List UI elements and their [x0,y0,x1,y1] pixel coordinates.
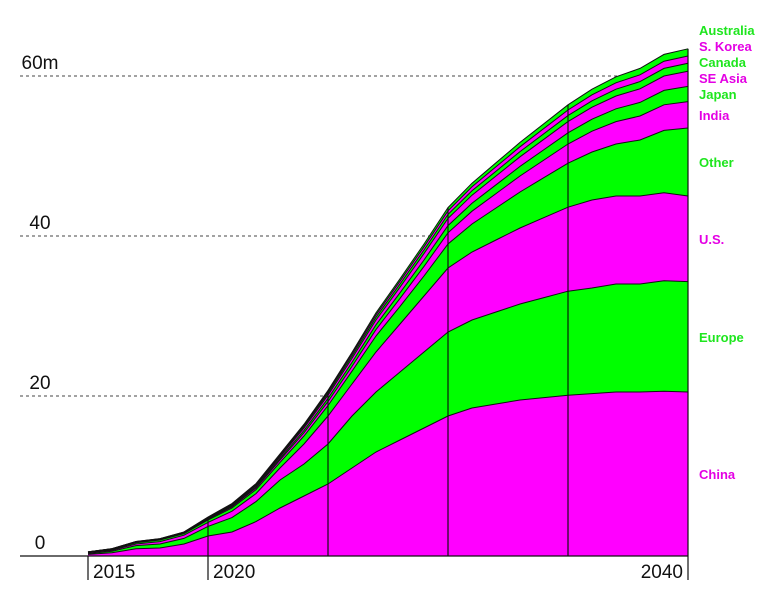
series-label-europe: Europe [699,330,744,345]
series-label-china: China [699,467,736,482]
x-tick-label: 2020 [213,562,255,583]
boundary-australia [87,48,689,553]
series-label-other: Other [699,155,734,170]
area-europe [88,280,688,555]
area-u-s [88,192,688,554]
series-label-se-asia: SE Asia [699,71,748,86]
series-label-india: India [699,108,730,123]
area-other [88,128,688,553]
y-tick-labels: 0 20 40 60m [22,53,59,554]
x-axis [20,555,689,580]
area-china [88,391,688,556]
boundary-europe [87,280,689,555]
area-series [87,48,689,556]
y-tick-label: 60m [22,53,59,74]
series-label-canada: Canada [699,55,747,70]
series-label-japan: Japan [699,87,737,102]
series-label-australia: Australia [699,23,755,38]
year-markers [207,48,689,556]
y-tick-label: 0 [35,533,46,554]
y-tick-label: 20 [29,373,50,394]
boundary-china [87,390,689,555]
boundary-u-s [87,192,689,554]
series-label-s-korea: S. Korea [699,39,753,54]
series-label-u-s: U.S. [699,232,724,247]
x-tick-label: 2040 [641,562,683,583]
x-tick-label: 2015 [93,562,135,583]
x-tick-labels: 2015 2020 2040 [93,562,683,583]
y-tick-label: 40 [29,213,50,234]
